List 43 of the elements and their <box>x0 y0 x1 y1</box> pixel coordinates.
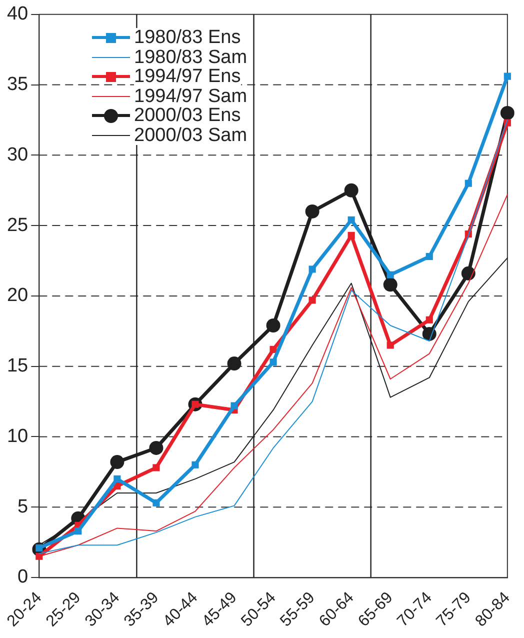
y-tick-label: 35 <box>6 74 28 96</box>
point <box>227 356 242 371</box>
point <box>426 316 433 324</box>
point <box>74 527 82 535</box>
point <box>461 266 476 280</box>
point <box>270 358 277 366</box>
y-tick-label: 25 <box>6 214 28 236</box>
point <box>152 464 160 472</box>
point <box>348 216 355 224</box>
legend-label: 2000/03 Sam <box>134 124 248 146</box>
point <box>386 271 394 278</box>
point <box>192 461 199 468</box>
point <box>266 318 280 333</box>
point <box>308 296 316 304</box>
point <box>464 180 472 187</box>
point <box>504 72 511 80</box>
point <box>305 204 320 218</box>
y-tick-label: 0 <box>18 566 28 588</box>
y-tick-label: 40 <box>6 4 28 25</box>
point <box>383 278 398 292</box>
point <box>500 106 514 120</box>
legend-label: 2000/03 Ens <box>134 105 241 126</box>
legend-label: 1980/83 Ens <box>134 27 241 48</box>
point <box>426 252 433 260</box>
point <box>230 402 238 410</box>
point <box>152 499 160 506</box>
point <box>270 346 277 353</box>
legend-label: 1994/97 Ens <box>134 66 241 87</box>
point <box>348 232 355 239</box>
y-tick-label: 10 <box>6 426 28 447</box>
y-tick-label: 30 <box>6 144 28 166</box>
y-tick-label: 20 <box>6 285 28 306</box>
point <box>308 266 316 273</box>
y-tick-label: 15 <box>6 356 28 377</box>
point <box>36 552 43 560</box>
point <box>344 183 358 198</box>
legend-label: 1980/83 Sam <box>134 46 248 68</box>
point <box>114 475 121 482</box>
point <box>110 455 124 470</box>
point <box>386 342 394 349</box>
y-tick-label: 5 <box>18 496 28 518</box>
legend-label: 1994/97 Sam <box>134 86 248 106</box>
point <box>149 440 164 455</box>
